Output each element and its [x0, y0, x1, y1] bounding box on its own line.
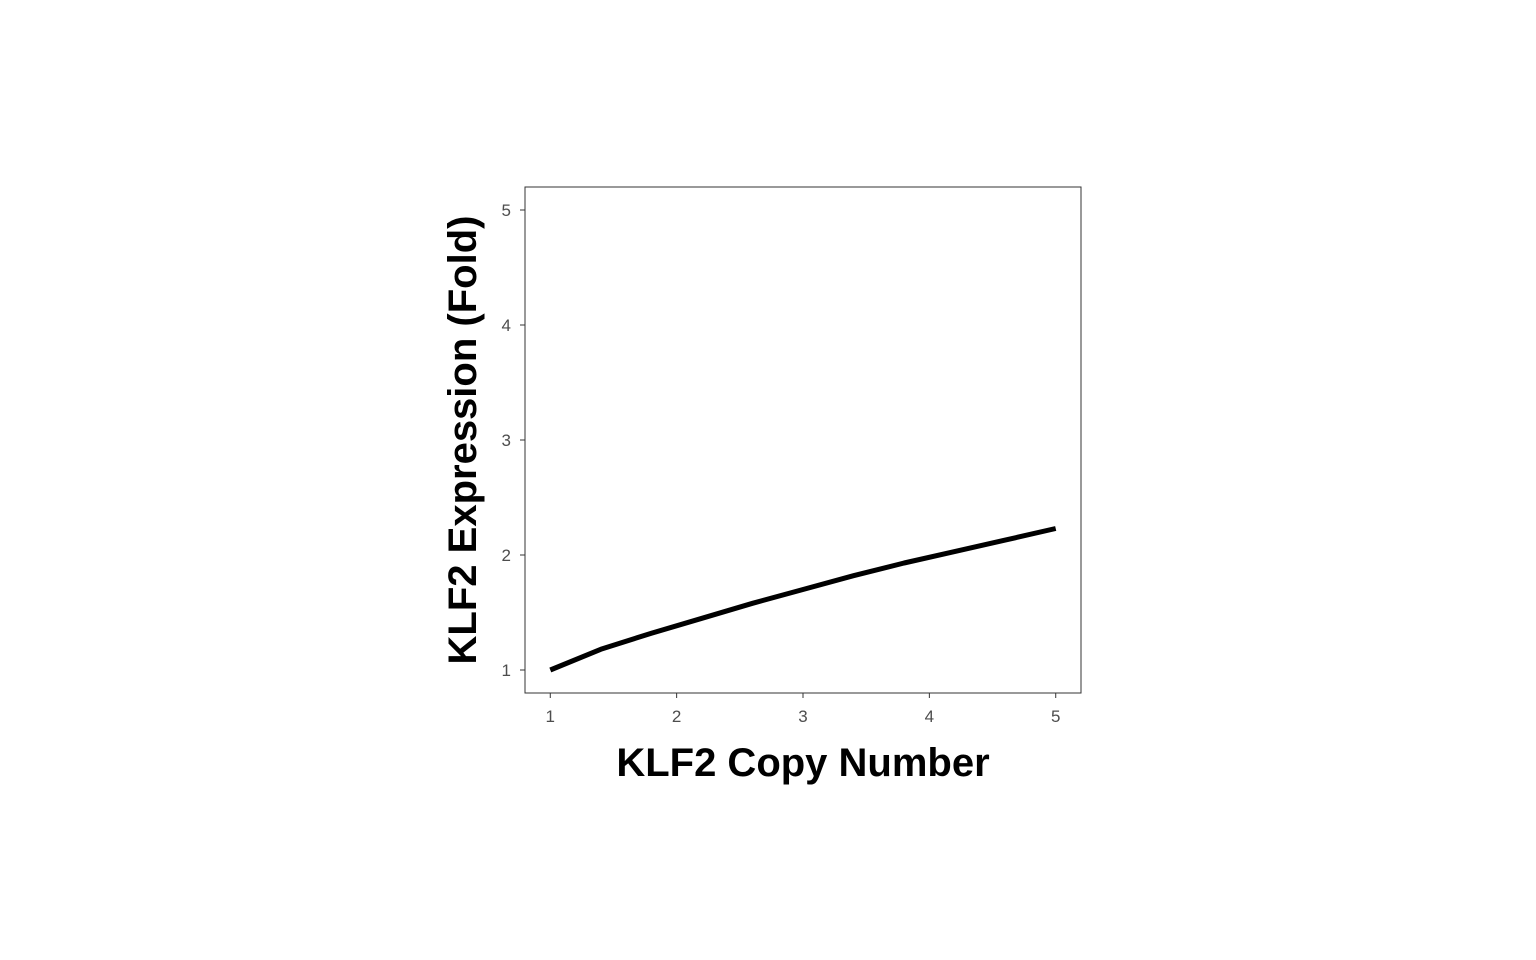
x-tick-label: 2 [672, 707, 681, 726]
y-axis-title: KLF2 Expression (Fold) [441, 216, 485, 665]
y-tick-label: 5 [502, 201, 511, 220]
x-axis-ticks: 1 2 3 4 5 [546, 693, 1060, 726]
x-axis-title: KLF2 Copy Number [616, 741, 989, 785]
plot-panel [524, 186, 1082, 694]
series-line [549, 526, 1057, 673]
x-tick-label: 1 [546, 707, 555, 726]
x-tick-label: 4 [925, 707, 934, 726]
y-tick-label: 4 [502, 316, 511, 335]
y-tick-label: 2 [502, 546, 511, 565]
series-layer [549, 526, 1057, 673]
y-tick-label: 1 [502, 661, 511, 680]
y-axis-ticks: 1 2 3 4 5 [502, 201, 525, 680]
y-tick-label: 3 [502, 431, 511, 450]
x-tick-label: 3 [798, 707, 807, 726]
x-tick-label: 5 [1051, 707, 1060, 726]
